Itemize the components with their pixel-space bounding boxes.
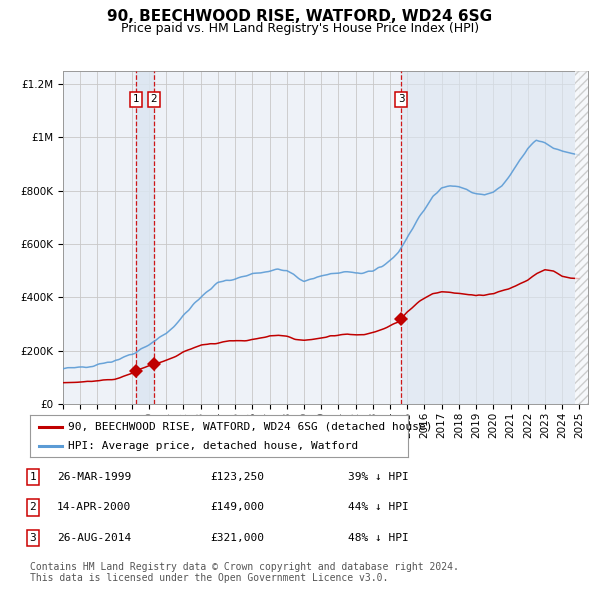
Text: 3: 3: [29, 533, 37, 543]
Text: 44% ↓ HPI: 44% ↓ HPI: [348, 503, 409, 512]
Text: £321,000: £321,000: [210, 533, 264, 543]
Text: £149,000: £149,000: [210, 503, 264, 512]
Text: 1: 1: [29, 472, 37, 481]
Text: 26-AUG-2014: 26-AUG-2014: [57, 533, 131, 543]
Text: 90, BEECHWOOD RISE, WATFORD, WD24 6SG: 90, BEECHWOOD RISE, WATFORD, WD24 6SG: [107, 9, 493, 24]
Text: Contains HM Land Registry data © Crown copyright and database right 2024.
This d: Contains HM Land Registry data © Crown c…: [30, 562, 459, 584]
Bar: [575, 71, 600, 404]
Text: 90, BEECHWOOD RISE, WATFORD, WD24 6SG (detached house): 90, BEECHWOOD RISE, WATFORD, WD24 6SG (d…: [68, 422, 432, 432]
Text: 26-MAR-1999: 26-MAR-1999: [57, 472, 131, 481]
Text: 2: 2: [29, 503, 37, 512]
Text: 2: 2: [151, 94, 157, 104]
Text: 14-APR-2000: 14-APR-2000: [57, 503, 131, 512]
Text: HPI: Average price, detached house, Watford: HPI: Average price, detached house, Watf…: [68, 441, 358, 451]
Bar: [136, 71, 154, 404]
Text: 3: 3: [398, 94, 404, 104]
Text: 1: 1: [133, 94, 139, 104]
Bar: [401, 71, 588, 404]
Text: £123,250: £123,250: [210, 472, 264, 481]
Text: Price paid vs. HM Land Registry's House Price Index (HPI): Price paid vs. HM Land Registry's House …: [121, 22, 479, 35]
Text: 48% ↓ HPI: 48% ↓ HPI: [348, 533, 409, 543]
Text: 39% ↓ HPI: 39% ↓ HPI: [348, 472, 409, 481]
